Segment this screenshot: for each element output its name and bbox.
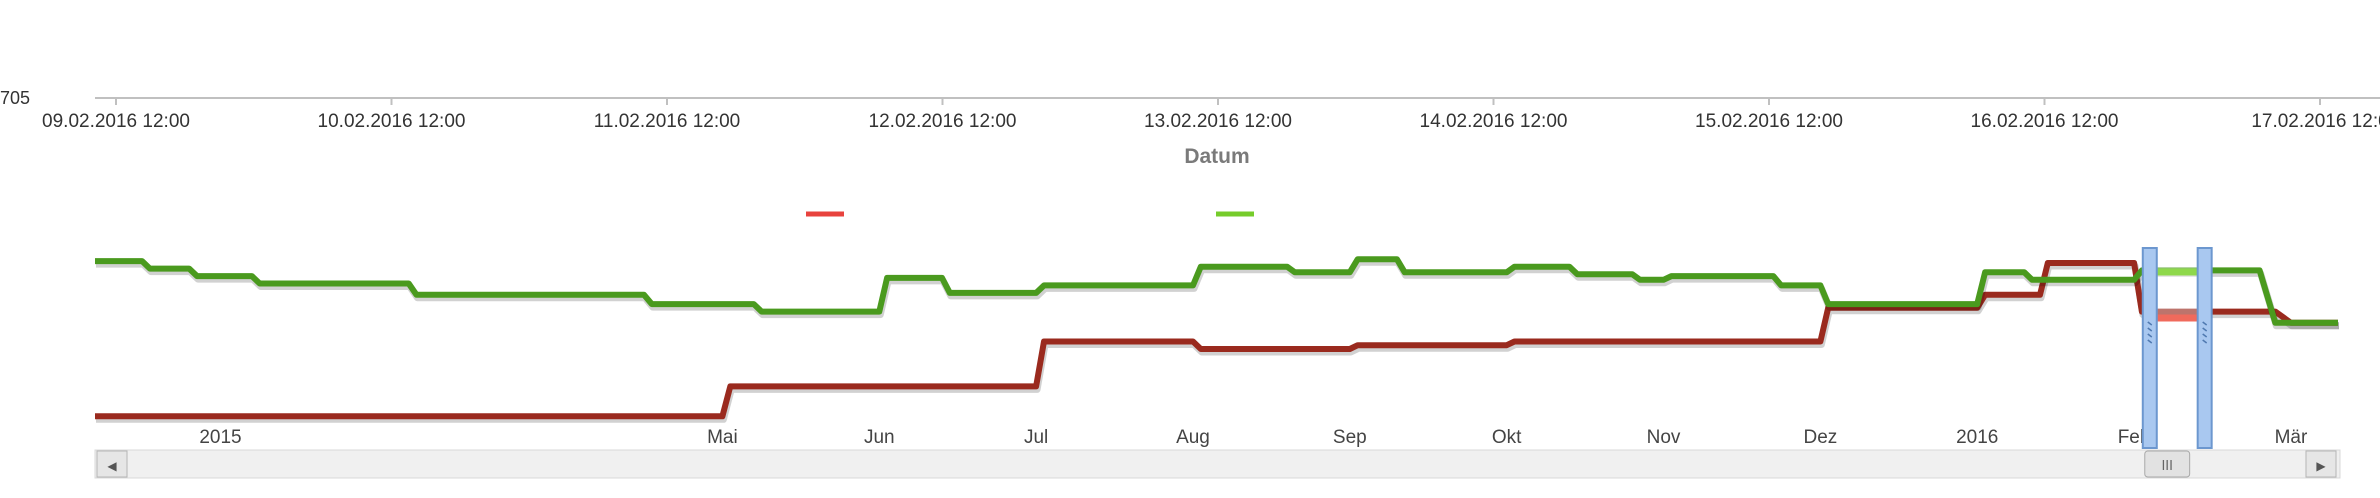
navigator-x-label: 2016 [1956, 427, 1998, 448]
scrollbar-right-button[interactable]: ▶ [2305, 450, 2337, 478]
x-axis-tick-label: 10.02.2016 12:00 [318, 111, 466, 132]
handle-grip-mark [2147, 333, 2153, 338]
navigator-x-label: Sep [1333, 427, 1367, 448]
navigator[interactable]: 2015 Mai Jun Jul Aug Sep Okt Nov Dez 2016 Feb Mär [95, 240, 2340, 450]
x-axis-tick-label: 15.02.2016 12:00 [1695, 111, 1843, 132]
handle-grip-mark [2147, 327, 2153, 332]
navigator-x-labels: 2015 Mai Jun Jul Aug Sep Okt Nov Dez 2016 Feb Mär [199, 427, 2308, 448]
handle-grip-mark [2147, 321, 2153, 326]
navigator-x-label: Nov [1647, 427, 1681, 448]
x-axis-tick-label: 13.02.2016 12:00 [1144, 111, 1292, 132]
handle-grip-mark [2147, 339, 2153, 344]
scrollbar-thumb[interactable]: III [2144, 450, 2191, 478]
navigator-handle-right[interactable] [2196, 247, 2213, 449]
handle-grip-mark [2202, 333, 2208, 338]
navigator-handle-left[interactable] [2141, 247, 2158, 449]
y-axis-tick-label: 705 [0, 88, 30, 108]
navigator-x-label: Dez [1803, 427, 1837, 448]
x-axis-title: Datum [1184, 145, 1249, 168]
scrollbar-left-button[interactable]: ◀ [96, 450, 128, 478]
navigator-selected-range[interactable] [2149, 248, 2205, 448]
handle-grip-mark [2202, 321, 2208, 326]
grip-icon: III [2161, 459, 2173, 474]
scrollbar[interactable]: ◀ ▶ III [94, 449, 2341, 479]
x-axis-tick-label: 17.02.2016 12:0 [2251, 111, 2380, 132]
scrollbar-thumb-body[interactable] [2144, 450, 2191, 478]
x-axis-tick-label: 11.02.2016 12:00 [594, 111, 741, 132]
x-axis-tick-label: 09.02.2016 12:00 [42, 111, 190, 132]
handle-bar[interactable] [2196, 247, 2213, 449]
navigator-x-label: Jun [864, 427, 895, 448]
x-axis-tick-label: 16.02.2016 12:00 [1971, 111, 2119, 132]
arrow-left-icon: ◀ [107, 459, 117, 473]
handle-grip-mark [2202, 339, 2208, 344]
navigator-x-label: Aug [1176, 427, 1210, 448]
navigator-series [95, 256, 2339, 423]
x-axis-tick-label: 12.02.2016 12:00 [869, 111, 1017, 132]
navigator-x-label: Mai [707, 427, 738, 448]
navigator-selection[interactable] [2141, 247, 2213, 449]
navigator-x-label: 2015 [199, 427, 241, 448]
navigator-x-label: Mär [2275, 427, 2308, 448]
navigator-x-label: Jul [1024, 427, 1048, 448]
scrollbar-track[interactable] [94, 449, 2341, 479]
navigator-x-label: Okt [1492, 427, 1522, 448]
handle-grip-mark [2202, 327, 2208, 332]
handle-bar[interactable] [2141, 247, 2158, 449]
x-axis-tick-label: 14.02.2016 12:00 [1420, 111, 1568, 132]
x-axis-ticks: 09.02.2016 12:00 10.02.2016 12:00 11.02.20… [42, 98, 2380, 132]
arrow-right-icon: ▶ [2316, 459, 2326, 473]
navigator-series-line-2 [95, 256, 2338, 326]
